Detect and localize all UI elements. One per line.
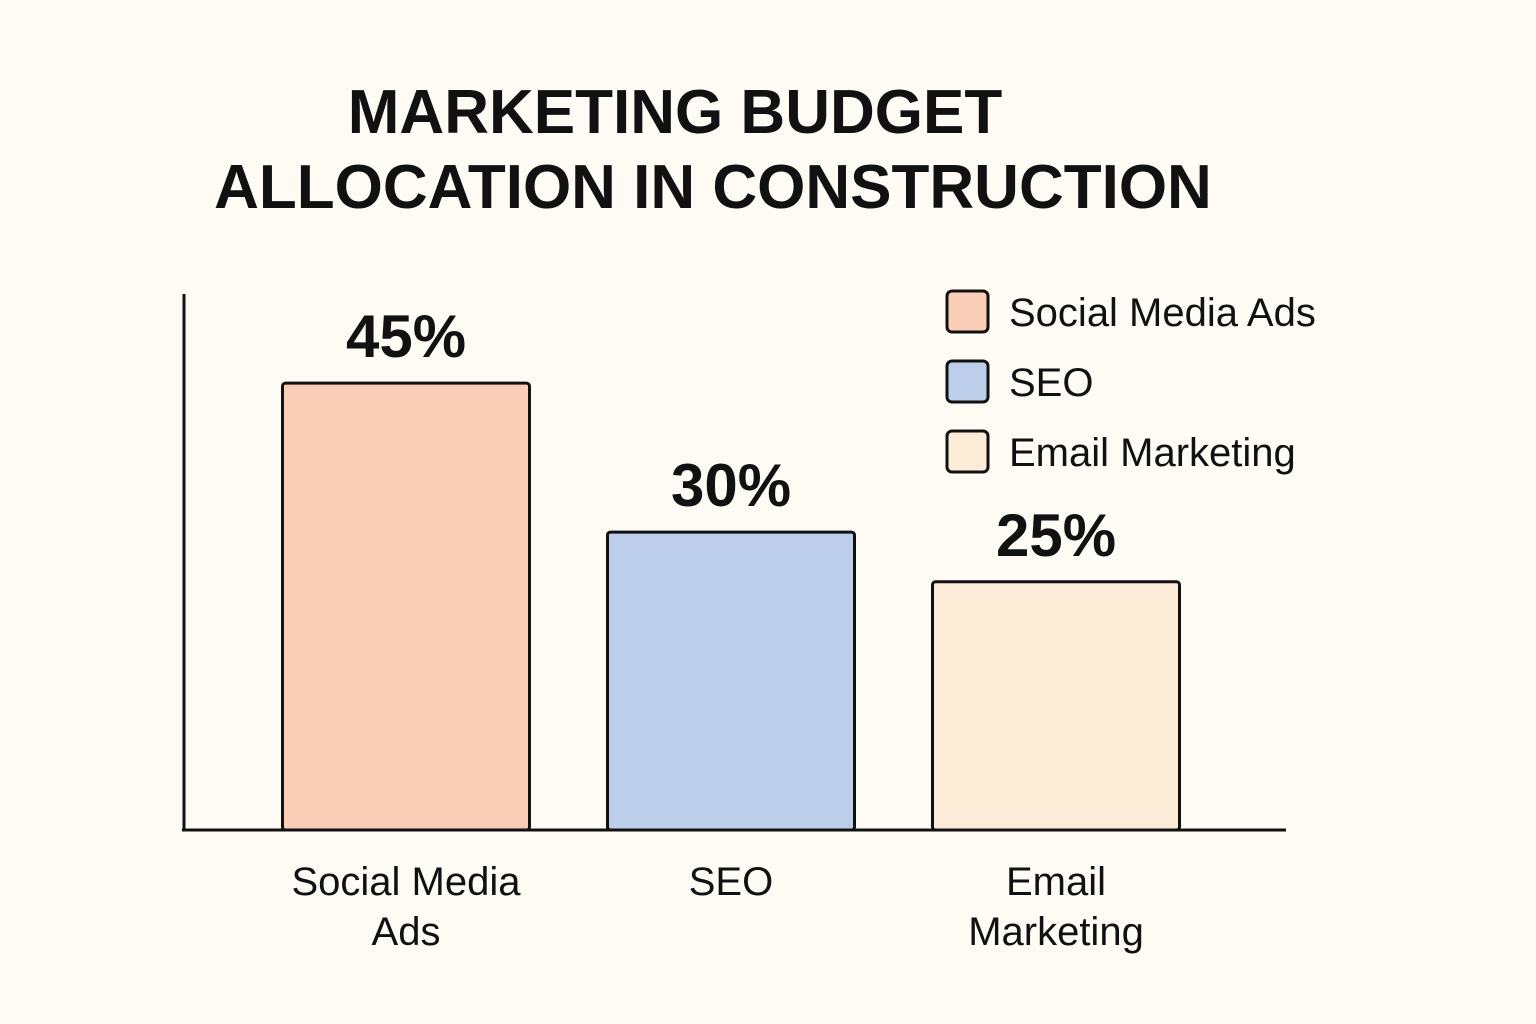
legend: Social Media Ads SEO Email Marketing (945, 289, 1316, 475)
value-label-seo: 30% (671, 452, 791, 519)
legend-label-email-marketing: Email Marketing (1009, 431, 1296, 475)
x-tick-label-email-marketing-line-1: Email (1006, 860, 1106, 904)
value-labels: 45% 30% 25% (346, 303, 1116, 569)
x-tick-label-social-media-ads-line-1: Social Media (291, 860, 521, 904)
value-label-social-media-ads: 45% (346, 303, 466, 370)
x-tick-label-email-marketing-line-2: Marketing (968, 910, 1144, 954)
x-tick-label-social-media-ads-line-2: Ads (372, 910, 441, 954)
chart-title-line-1: MARKETING BUDGET (348, 78, 1003, 147)
legend-swatch-social-media-ads (945, 289, 990, 334)
legend-label-social-media-ads: Social Media Ads (1009, 291, 1316, 335)
legend-swatch-seo (945, 359, 990, 404)
x-tick-labels: Social Media Ads SEO Email Marketing (291, 860, 1143, 954)
legend-swatch-email-marketing (945, 429, 990, 474)
x-tick-label-seo: SEO (689, 860, 773, 904)
legend-label-seo: SEO (1009, 361, 1093, 405)
value-label-email-marketing: 25% (996, 502, 1116, 569)
bar-social-media-ads (281, 381, 531, 832)
chart-title-line-2: ALLOCATION IN CONSTRUCTION (214, 153, 1212, 222)
bar-email-marketing (931, 580, 1181, 832)
chart-title: MARKETING BUDGET ALLOCATION IN CONSTRUCT… (214, 78, 1212, 222)
bar-seo (606, 530, 856, 832)
bars (281, 381, 1181, 832)
